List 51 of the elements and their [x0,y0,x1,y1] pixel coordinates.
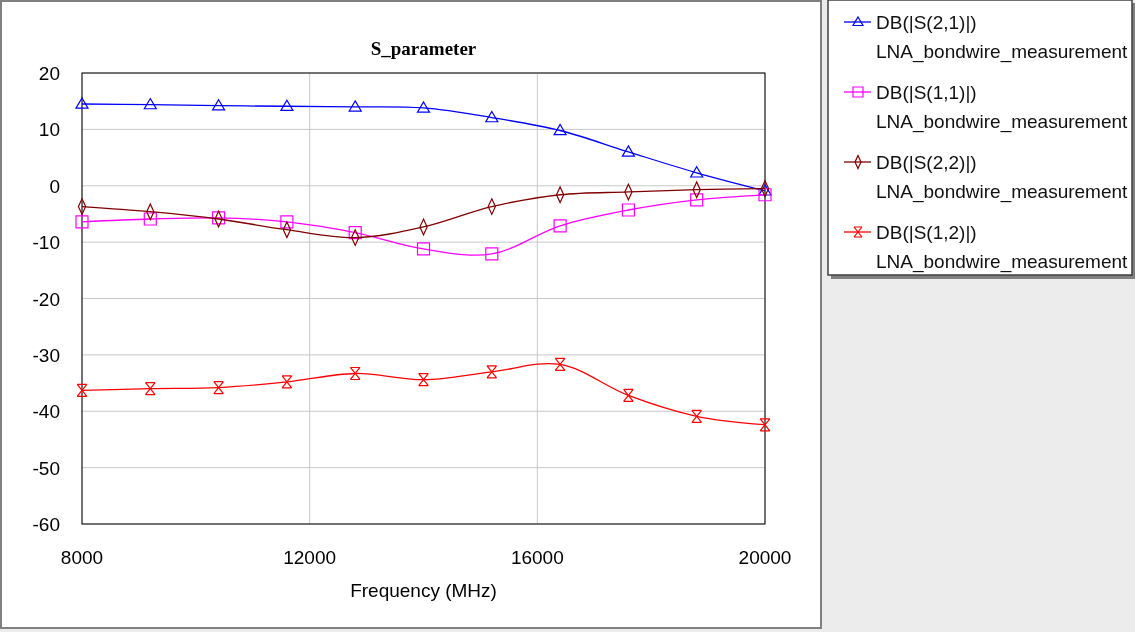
y-tick-label: -10 [32,232,60,254]
point [349,366,361,381]
point [621,203,635,217]
point [485,110,499,123]
point [554,357,566,372]
point [691,409,703,423]
point [485,247,499,261]
point [758,184,772,196]
point [348,225,362,240]
point [690,166,704,178]
legend-label: DB(|S(1,2)|) LNA_bondwire_measurement [876,222,1129,273]
point [553,219,567,233]
legend-label: DB(|S(2,1)|) LNA_bondwire_measurement [876,12,1129,63]
point [758,188,772,202]
point [348,100,362,112]
y-tick-label: -50 [32,457,60,479]
point [486,365,498,379]
point [623,388,634,403]
y-tick-label: 10 [38,119,60,141]
point [75,215,89,229]
y-tick-label: 20 [38,63,60,84]
chart-title: S_parameter [370,38,477,59]
point [143,212,157,226]
point [416,101,431,113]
y-tick-label: 0 [49,175,60,197]
point [416,242,431,256]
x-tick-label: 20000 [738,547,792,568]
point [280,215,294,229]
point [553,123,567,136]
point [281,375,293,389]
y-tick-label: -60 [32,514,60,535]
point [280,99,294,112]
point [75,97,89,109]
point [690,193,704,207]
point [144,382,156,396]
point [76,383,88,397]
legend-label: DB(|S(1,1)|) LNA_bondwire_measurement [876,82,1129,133]
x-tick-label: 16000 [510,547,564,568]
point [213,380,224,395]
legend-label: DB(|S(2,2)|) LNA_bondwire_measurement [876,152,1129,203]
point [143,97,157,110]
y-tick-label: -20 [32,288,60,310]
x-tick-label: 12000 [283,547,337,568]
y-tick-label: -30 [32,344,60,366]
x-tick-label: 8000 [60,547,104,568]
point [418,373,429,387]
point [212,99,226,111]
point [759,418,771,432]
y-tick-label: -40 [32,401,60,423]
point [621,145,635,157]
x-axis-title: Frequency (MHz) [350,580,497,601]
